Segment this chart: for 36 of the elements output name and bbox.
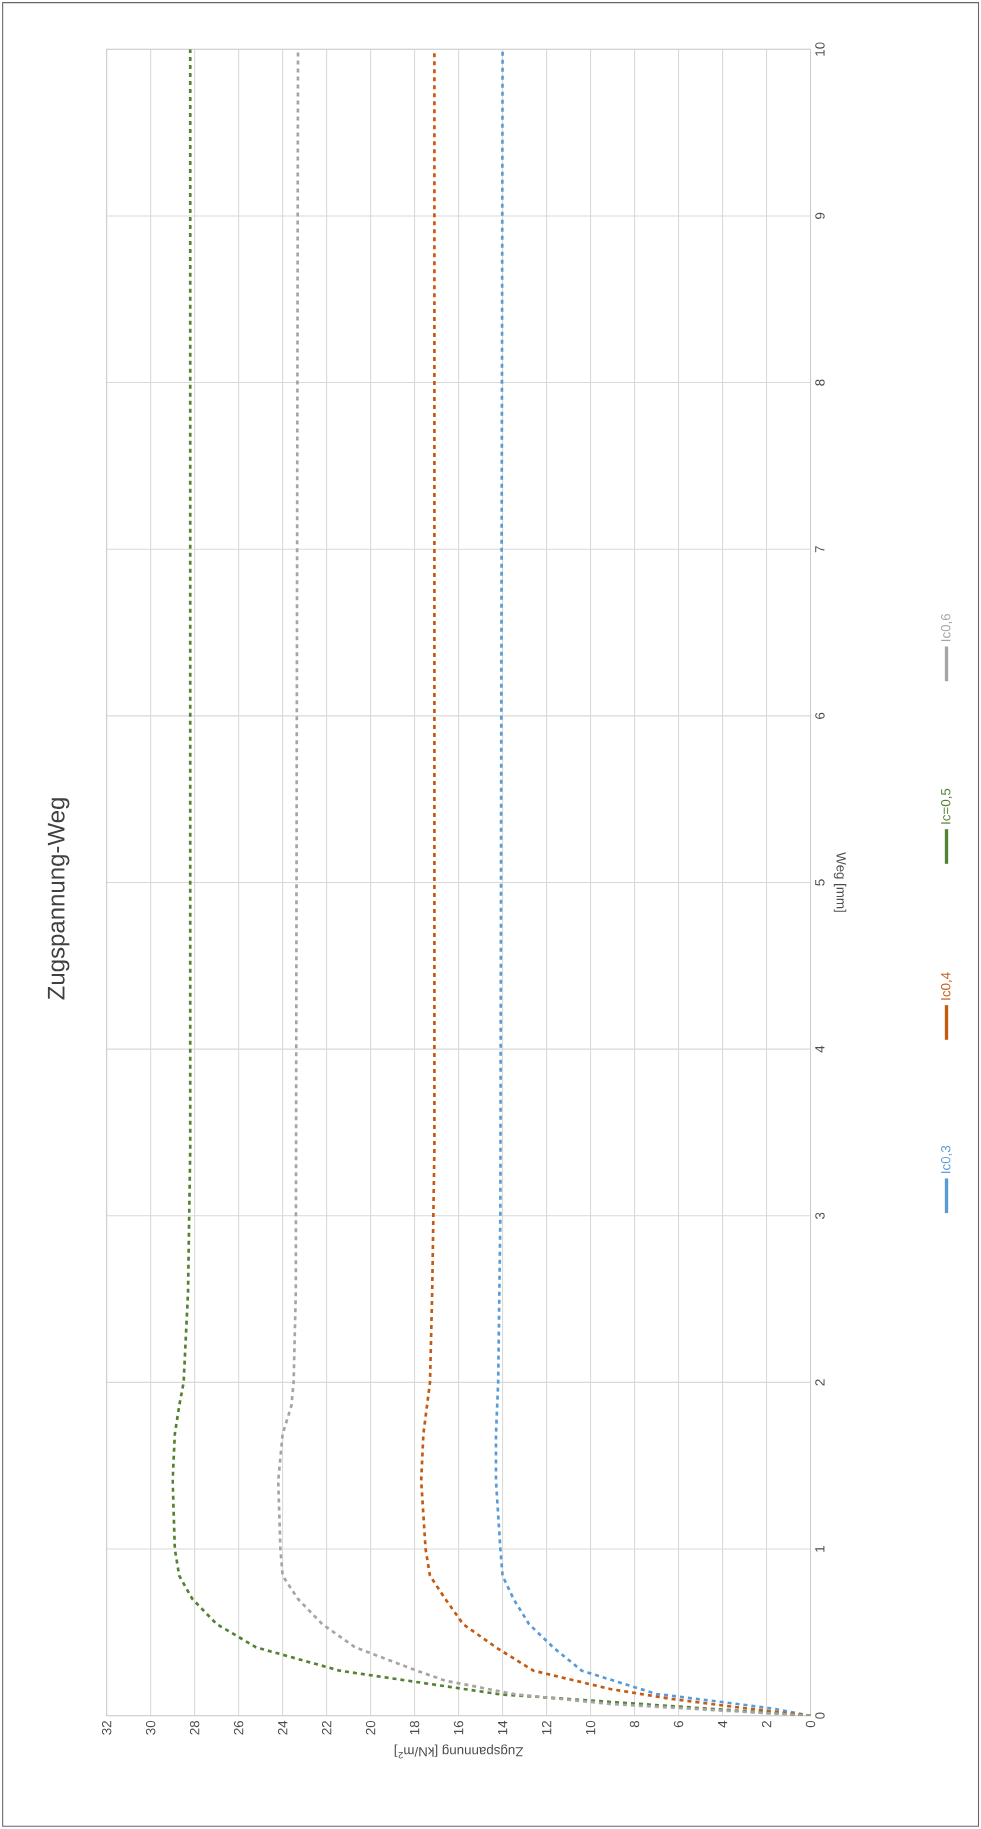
x-tick-label: 14 bbox=[497, 1720, 508, 1735]
text: Ic=0,5 bbox=[940, 788, 952, 824]
x-tick-label: 0 bbox=[805, 1720, 816, 1728]
y-tick-label: 0 bbox=[815, 1712, 825, 1719]
text: Ic0,4 bbox=[940, 972, 952, 1000]
y-tick-label: 2 bbox=[815, 1379, 825, 1386]
y-tick-label: 4 bbox=[815, 1045, 825, 1053]
y-tick-label: 1 bbox=[815, 1545, 825, 1552]
x-tick-label: 10 bbox=[585, 1720, 596, 1735]
x-tick-label: 30 bbox=[145, 1720, 156, 1735]
x-tick-label: 6 bbox=[673, 1720, 684, 1728]
x-tick-label: 24 bbox=[277, 1720, 288, 1735]
y-tick-label: 7 bbox=[815, 546, 825, 553]
x-tick-label: 32 bbox=[101, 1721, 112, 1735]
y-tick-label: 8 bbox=[815, 379, 825, 386]
y-tick-label: 5 bbox=[815, 879, 825, 886]
x-tick-label: 28 bbox=[189, 1720, 200, 1735]
x-tick-label: 4 bbox=[717, 1720, 728, 1728]
line-series bbox=[276, 49, 811, 1716]
x-tick-label: 12 bbox=[541, 1721, 552, 1735]
x-tick-label: 22 bbox=[321, 1721, 332, 1735]
y-tick-label: 10 bbox=[815, 42, 825, 56]
x-tick-label: 8 bbox=[629, 1720, 640, 1728]
y-tick-label: 9 bbox=[815, 212, 825, 220]
x-tick-label: 26 bbox=[233, 1720, 244, 1735]
text: Zugspannung-Weg bbox=[47, 798, 70, 1000]
y-axis-title: Weg [mm] bbox=[833, 852, 847, 912]
x-tick-label: 16 bbox=[453, 1720, 464, 1735]
x-axis-title: Zugspannung [kN/m$^{2}$] bbox=[394, 1744, 523, 1759]
x-tick-label: 20 bbox=[365, 1720, 376, 1735]
x-tick-label: 18 bbox=[409, 1720, 420, 1735]
y-tick-label: 6 bbox=[815, 712, 825, 719]
x-tick-label: 2 bbox=[761, 1721, 772, 1728]
y-tick-label: 3 bbox=[815, 1212, 825, 1219]
text: Ic0,3 bbox=[940, 1145, 952, 1173]
text: Ic0,6 bbox=[940, 613, 952, 642]
